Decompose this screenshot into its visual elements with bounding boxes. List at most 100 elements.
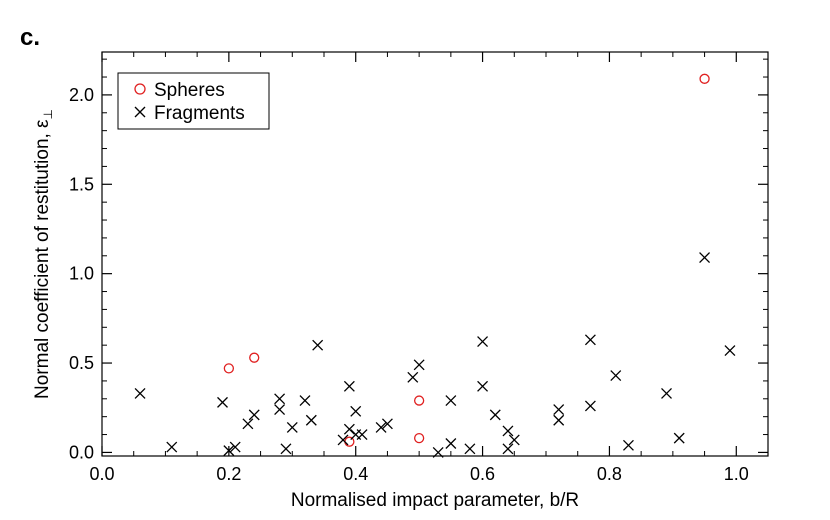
fragment-point-stroke (622, 439, 634, 451)
fragment-point-stroke (274, 404, 286, 415)
legend-marker-fragments (134, 106, 146, 118)
fragment-point (248, 409, 260, 421)
fragment-point (584, 400, 596, 412)
fragment-point-stroke (553, 404, 565, 415)
fragment-point-stroke (584, 334, 596, 346)
fragment-point (610, 370, 622, 382)
fragment-point-stroke (724, 345, 736, 356)
fragment-point-stroke (274, 393, 286, 405)
fragment-point (413, 359, 425, 371)
sphere-point (249, 352, 260, 363)
fragment-point-stroke (502, 443, 514, 455)
fragment-point (312, 339, 324, 351)
fragment-point-stroke (464, 443, 476, 455)
fragment-point-stroke (223, 445, 235, 457)
fragment-point (166, 441, 178, 453)
fragment-point (724, 345, 736, 356)
fragment-point-stroke (229, 441, 241, 453)
y-tick-label: 1.5 (69, 174, 94, 194)
legend-label-spheres: Spheres (154, 80, 225, 101)
fragment-point (489, 409, 501, 421)
x-tick-label: 1.0 (724, 464, 749, 484)
fragment-point-stroke (299, 395, 311, 407)
y-tick-label: 0.0 (69, 442, 94, 462)
fragment-point (350, 405, 362, 417)
fragment-point (274, 393, 286, 405)
fragment-point-stroke (286, 421, 298, 433)
legend: Spheres Fragments (117, 72, 270, 130)
fragment-point (343, 380, 355, 392)
fragment-point (299, 395, 311, 407)
fragment-point (584, 334, 596, 346)
y-tick-label: 2.0 (69, 85, 94, 105)
fragment-point (242, 418, 254, 430)
fragment-point (407, 371, 419, 383)
x-axis-ticks: 0.0 0.2 0.4 0.6 0.8 1.0 (89, 52, 749, 484)
fragment-point-stroke (661, 387, 672, 399)
fragment-point (477, 380, 489, 392)
fragment-point (274, 404, 286, 415)
fragment-point-stroke (584, 400, 596, 412)
fragment-point-stroke (699, 252, 711, 264)
fragment-point (305, 414, 317, 426)
fragment-point (229, 441, 241, 453)
fragment-point-stroke (432, 446, 444, 458)
fragment-point-stroke (477, 336, 489, 348)
fragment-point-stroke (217, 396, 228, 408)
fragment-point (699, 252, 711, 264)
fragment-point-stroke (610, 370, 622, 382)
fragment-point (432, 446, 444, 458)
fragment-point (622, 439, 634, 451)
fragment-point (673, 432, 685, 444)
legend-label-fragments: Fragments (154, 103, 245, 124)
legend-box (117, 72, 270, 130)
fragment-point-stroke (375, 421, 387, 433)
fragment-point (223, 445, 235, 457)
fragment-point (280, 443, 292, 455)
fragment-point-stroke (350, 405, 362, 417)
fragment-point-stroke (489, 409, 501, 421)
fragment-point-stroke (343, 423, 355, 435)
sphere-point (413, 432, 425, 444)
fragment-point-stroke (445, 395, 457, 407)
y-tick-label: 1.0 (69, 264, 94, 284)
fragment-point (343, 423, 355, 435)
fragment-point (502, 443, 514, 455)
fragment-point (217, 396, 228, 408)
fragment-point-stroke (407, 371, 419, 383)
fragment-point-stroke (134, 387, 146, 399)
fragment-point (134, 387, 146, 399)
fragment-point (661, 387, 672, 399)
fragment-point-stroke (242, 418, 254, 430)
x-tick-label: 0.0 (89, 464, 114, 484)
fragment-point-stroke (166, 441, 178, 453)
fragment-point-stroke (305, 414, 317, 426)
fragment-point-stroke (445, 438, 457, 449)
fragment-point-stroke (477, 380, 489, 392)
y-tick-label: 0.5 (69, 353, 94, 373)
fragment-point-stroke (280, 443, 292, 455)
sphere-point (699, 73, 710, 84)
x-tick-label: 0.8 (597, 464, 622, 484)
fragment-point (445, 438, 457, 449)
y-axis-label-text: Normal coefficient of restitution, ε (32, 119, 53, 399)
fragment-point (381, 418, 393, 430)
sphere-point (413, 395, 425, 406)
x-tick-label: 0.2 (216, 464, 241, 484)
y-axis-ticks: 0.0 0.5 1.0 1.5 2.0 (69, 58, 768, 462)
legend-marker-spheres (134, 83, 146, 95)
x-tick-label: 0.6 (470, 464, 495, 484)
x-tick-label: 0.4 (343, 464, 368, 484)
panel-label: c. (20, 24, 41, 51)
fragment-point (508, 434, 520, 446)
fragment-point-stroke (356, 429, 368, 441)
x-axis-label: Normalised impact parameter, b/R (291, 490, 579, 511)
fragment-point (502, 425, 514, 437)
fragment-point-stroke (413, 359, 425, 371)
fragment-point (356, 429, 368, 441)
fragment-point-stroke (337, 434, 349, 446)
data-points (134, 73, 736, 458)
fragment-point (553, 404, 565, 415)
y-axis-label-subscript: ⊥ (41, 109, 55, 119)
